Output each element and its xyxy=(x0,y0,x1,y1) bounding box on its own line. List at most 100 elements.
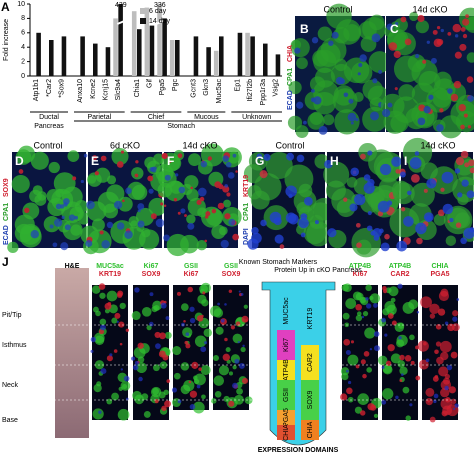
cell xyxy=(377,200,390,213)
cell xyxy=(154,331,161,339)
cell xyxy=(435,323,442,330)
cell xyxy=(387,102,393,108)
cell xyxy=(186,214,196,224)
cell xyxy=(154,399,159,404)
cell xyxy=(188,153,201,167)
cell xyxy=(359,296,367,304)
cell xyxy=(423,106,431,114)
cell xyxy=(379,163,392,176)
expression-domain xyxy=(277,330,295,360)
cell xyxy=(30,229,39,239)
cell xyxy=(420,162,438,180)
cell xyxy=(192,375,198,381)
cell xyxy=(441,410,448,417)
cell xyxy=(381,399,387,405)
stain-label: KRT19 xyxy=(243,175,250,197)
cell xyxy=(99,230,104,235)
cell xyxy=(236,387,243,395)
cell xyxy=(468,159,474,167)
cell xyxy=(191,361,199,369)
cell xyxy=(450,93,459,102)
cell xyxy=(399,171,406,178)
cell xyxy=(64,224,71,231)
cell xyxy=(407,190,412,196)
y-tick-label: 0 xyxy=(21,73,25,80)
cell xyxy=(87,172,102,187)
cell xyxy=(400,207,406,212)
group-label: Unknown xyxy=(242,114,271,121)
cell xyxy=(360,153,366,160)
cell xyxy=(227,151,240,164)
cell xyxy=(222,155,230,162)
cell xyxy=(98,283,106,290)
cell xyxy=(343,338,351,346)
cell xyxy=(137,209,141,213)
bar xyxy=(169,40,175,76)
cell xyxy=(182,327,193,338)
cell xyxy=(453,407,456,410)
cell xyxy=(193,378,200,385)
cell xyxy=(467,125,472,129)
cell xyxy=(392,31,416,56)
cell xyxy=(369,97,384,112)
cell xyxy=(361,315,365,319)
known-marker: MUC5ac xyxy=(283,297,290,325)
cell xyxy=(306,221,331,247)
cell xyxy=(18,169,24,174)
cell xyxy=(438,366,449,377)
cell xyxy=(137,203,145,210)
cell xyxy=(446,364,453,371)
cell xyxy=(11,174,30,194)
cell xyxy=(242,344,245,348)
cell xyxy=(347,396,354,403)
cell xyxy=(196,315,204,322)
cell xyxy=(390,353,401,364)
cell xyxy=(455,222,462,228)
cell xyxy=(166,379,171,383)
cell xyxy=(235,170,238,173)
bar xyxy=(245,32,250,76)
cell xyxy=(463,113,468,118)
cell xyxy=(74,215,79,220)
cell xyxy=(377,355,388,366)
cell xyxy=(68,214,76,221)
cell xyxy=(399,354,405,361)
bar xyxy=(250,36,255,76)
cell xyxy=(232,233,239,241)
cell xyxy=(287,213,299,225)
cell xyxy=(204,341,208,345)
cell xyxy=(222,353,230,361)
cell xyxy=(404,355,412,362)
cell xyxy=(444,373,451,380)
cell xyxy=(441,171,454,184)
cell xyxy=(435,341,442,347)
x-tick-label: Vsig2 xyxy=(273,79,280,97)
cell xyxy=(295,125,309,139)
panel-title: Control xyxy=(323,4,352,14)
cell xyxy=(165,316,170,320)
x-tick-label: Kcne2 xyxy=(90,79,97,99)
cell xyxy=(135,160,139,164)
cell xyxy=(296,154,305,163)
cell xyxy=(363,351,370,357)
stain-label: Ki67 xyxy=(144,263,159,270)
cell xyxy=(367,403,375,411)
cell xyxy=(400,16,407,23)
cell xyxy=(288,193,293,199)
bar xyxy=(118,4,123,76)
cell xyxy=(296,101,304,109)
cell xyxy=(91,285,101,294)
cell xyxy=(72,176,77,181)
cell xyxy=(343,197,348,202)
cell xyxy=(440,288,449,297)
cell xyxy=(367,210,372,216)
cell xyxy=(404,38,412,46)
cell xyxy=(168,160,172,163)
cell xyxy=(224,184,229,188)
cell xyxy=(423,342,427,346)
cell xyxy=(100,155,107,162)
cell xyxy=(162,354,169,361)
cell xyxy=(347,354,359,366)
cell xyxy=(461,179,469,187)
